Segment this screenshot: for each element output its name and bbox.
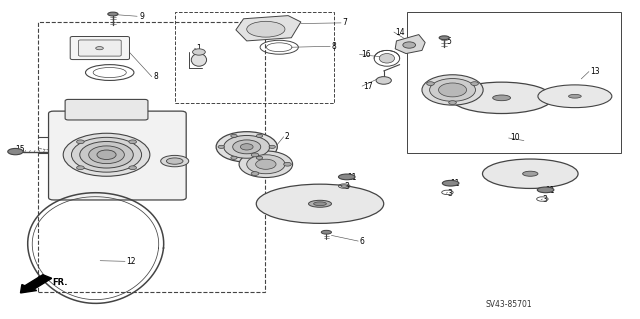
Ellipse shape: [246, 21, 285, 37]
Ellipse shape: [380, 54, 394, 63]
Ellipse shape: [191, 54, 207, 66]
Ellipse shape: [251, 172, 259, 175]
Ellipse shape: [72, 137, 141, 172]
Ellipse shape: [161, 155, 189, 167]
Text: 15: 15: [15, 145, 25, 154]
Ellipse shape: [231, 156, 237, 160]
Text: 4: 4: [278, 158, 284, 167]
FancyBboxPatch shape: [49, 111, 186, 200]
Bar: [38, 22, 264, 292]
Text: 16: 16: [361, 50, 371, 59]
FancyArrow shape: [20, 275, 52, 293]
Ellipse shape: [429, 78, 476, 101]
Ellipse shape: [224, 136, 269, 158]
Ellipse shape: [376, 77, 392, 84]
Ellipse shape: [216, 132, 277, 162]
Bar: [407, 12, 621, 153]
Polygon shape: [236, 16, 301, 41]
Ellipse shape: [129, 166, 136, 170]
Ellipse shape: [538, 85, 612, 108]
Ellipse shape: [493, 95, 511, 101]
Polygon shape: [395, 34, 425, 54]
Ellipse shape: [233, 140, 260, 154]
Text: 2: 2: [285, 132, 290, 141]
Bar: [175, 12, 334, 103]
FancyBboxPatch shape: [70, 36, 129, 60]
Ellipse shape: [284, 162, 291, 166]
Text: 5: 5: [446, 37, 451, 46]
Ellipse shape: [256, 184, 384, 223]
Ellipse shape: [129, 140, 136, 144]
Ellipse shape: [483, 159, 578, 189]
Ellipse shape: [403, 42, 415, 48]
Text: FR.: FR.: [52, 278, 68, 287]
Ellipse shape: [451, 82, 552, 114]
Text: 3: 3: [344, 182, 349, 191]
Text: 3: 3: [542, 195, 547, 204]
FancyBboxPatch shape: [79, 40, 121, 56]
Text: 14: 14: [395, 27, 405, 37]
Ellipse shape: [321, 230, 332, 234]
Ellipse shape: [89, 146, 124, 164]
Text: 9: 9: [139, 12, 144, 21]
Text: 11: 11: [545, 186, 555, 195]
Ellipse shape: [523, 171, 538, 176]
Text: 7: 7: [342, 19, 347, 27]
Text: 1: 1: [196, 44, 200, 53]
Text: 11: 11: [451, 179, 460, 188]
Text: 6: 6: [360, 237, 364, 246]
Ellipse shape: [422, 75, 483, 105]
Text: 13: 13: [590, 67, 600, 76]
Ellipse shape: [77, 166, 84, 170]
Ellipse shape: [96, 47, 103, 50]
Text: 10: 10: [510, 133, 520, 143]
Ellipse shape: [241, 144, 253, 150]
Ellipse shape: [77, 140, 84, 144]
Ellipse shape: [256, 134, 262, 137]
Ellipse shape: [166, 158, 183, 164]
Ellipse shape: [80, 141, 133, 168]
Ellipse shape: [255, 159, 276, 169]
Ellipse shape: [449, 101, 456, 105]
Text: 3: 3: [447, 189, 452, 198]
Ellipse shape: [246, 155, 285, 174]
Ellipse shape: [63, 133, 150, 176]
Ellipse shape: [8, 148, 23, 155]
Ellipse shape: [538, 187, 554, 193]
Ellipse shape: [438, 83, 467, 97]
Ellipse shape: [239, 151, 292, 178]
Text: 4: 4: [446, 86, 451, 95]
Ellipse shape: [314, 202, 326, 206]
Text: 8: 8: [153, 72, 158, 81]
Ellipse shape: [471, 82, 479, 85]
Ellipse shape: [193, 49, 205, 55]
Ellipse shape: [231, 134, 237, 137]
Ellipse shape: [339, 174, 355, 180]
Ellipse shape: [97, 150, 116, 160]
Ellipse shape: [439, 36, 449, 40]
Ellipse shape: [568, 94, 581, 98]
FancyBboxPatch shape: [65, 100, 148, 120]
Text: 11: 11: [348, 173, 357, 182]
Ellipse shape: [256, 156, 262, 160]
Text: SV43-85701: SV43-85701: [486, 300, 532, 309]
Ellipse shape: [269, 145, 275, 148]
Ellipse shape: [427, 82, 435, 85]
Ellipse shape: [218, 145, 225, 148]
Ellipse shape: [442, 180, 459, 186]
Ellipse shape: [308, 200, 332, 207]
Text: 12: 12: [126, 257, 136, 266]
Ellipse shape: [108, 12, 118, 16]
Ellipse shape: [251, 153, 259, 157]
Text: 8: 8: [332, 42, 336, 51]
Ellipse shape: [341, 185, 348, 187]
Text: 17: 17: [364, 82, 373, 91]
